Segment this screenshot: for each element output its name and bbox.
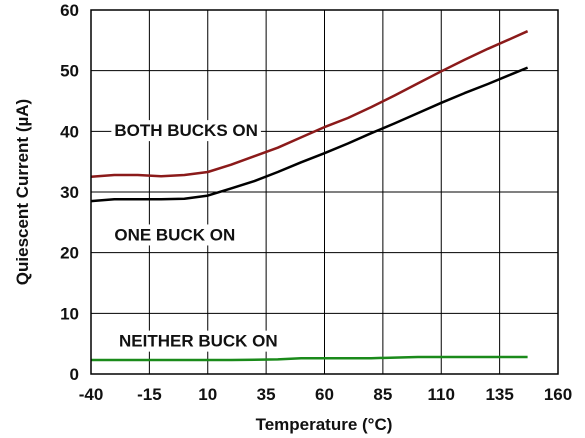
series-line-0 bbox=[90, 30, 529, 179]
x-tick-labels: -40 -15 10 35 60 85 110 135 160 bbox=[79, 385, 572, 404]
y-tick-label: 60 bbox=[60, 1, 79, 20]
annotation-background bbox=[111, 224, 239, 246]
series-lines bbox=[90, 30, 529, 362]
x-tick-label: -40 bbox=[79, 385, 104, 404]
y-axis-title: Quiescent Current (µA) bbox=[13, 99, 32, 285]
y-tick-label: 40 bbox=[60, 122, 79, 141]
x-axis-title: Temperature (°C) bbox=[256, 415, 393, 434]
x-tick-label: 160 bbox=[544, 385, 572, 404]
y-tick-label: 50 bbox=[60, 62, 79, 81]
y-tick-label: 20 bbox=[60, 244, 79, 263]
plot-frame bbox=[90, 9, 559, 375]
series-annotation: NEITHER BUCK ON bbox=[119, 332, 278, 351]
x-tick-label: 35 bbox=[257, 385, 276, 404]
x-tick-label: 10 bbox=[198, 385, 217, 404]
series-annotation: BOTH BUCKS ON bbox=[114, 121, 258, 140]
y-tick-label: 0 bbox=[70, 365, 79, 384]
x-tick-label: 135 bbox=[485, 385, 513, 404]
x-tick-label: 60 bbox=[315, 385, 334, 404]
x-tick-label: -15 bbox=[137, 385, 162, 404]
x-tick-label: 110 bbox=[428, 385, 455, 404]
series-line-2 bbox=[91, 355, 528, 362]
series-line-1 bbox=[90, 66, 529, 203]
y-tick-labels: 0 10 20 30 40 50 60 bbox=[60, 1, 79, 384]
annotation-background bbox=[111, 120, 261, 142]
y-tick-label: 30 bbox=[60, 183, 79, 202]
series-annotations: BOTH BUCKS ON ONE BUCK ON NEITHER BUCK ON bbox=[111, 120, 281, 352]
annotation-background bbox=[116, 330, 281, 352]
series-annotation: ONE BUCK ON bbox=[114, 225, 235, 244]
y-tick-label: 10 bbox=[60, 304, 79, 323]
x-tick-label: 85 bbox=[373, 385, 392, 404]
